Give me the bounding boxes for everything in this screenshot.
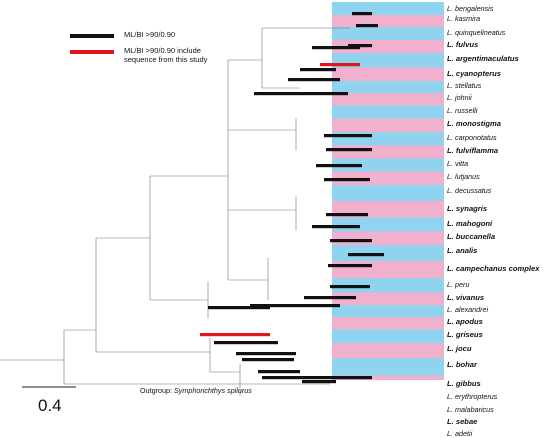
- support-bar: [328, 264, 372, 268]
- support-bar: [236, 352, 296, 356]
- taxon-label: L. griseus: [447, 330, 483, 339]
- taxon-label: L. buccanella: [447, 232, 496, 241]
- support-bar: [348, 253, 384, 257]
- taxon-label: L. bohar: [447, 360, 477, 369]
- phylogenetic-tree-figure: [0, 2, 444, 396]
- taxon-label: L. monostigma: [447, 119, 502, 128]
- taxon-label: L. cyanopterus: [447, 69, 502, 78]
- taxon-label: L. johnii: [447, 93, 472, 102]
- support-bar: [316, 164, 362, 168]
- taxon-label: L. stellatus: [447, 81, 482, 90]
- clade-band: [332, 217, 444, 232]
- taxon-label: L. peru: [447, 280, 470, 289]
- clade-band: [332, 358, 444, 376]
- support-bar: [304, 296, 356, 300]
- taxon-label: L. mahogoni: [447, 219, 493, 228]
- clade-band: [332, 292, 444, 305]
- taxon-label: L. sebae: [447, 417, 478, 426]
- outgroup-prefix: Outgroup:: [140, 386, 172, 395]
- legend-red-label: ML/BI >90/0.90 include sequence from thi…: [124, 46, 208, 64]
- support-bar: [262, 376, 372, 380]
- support-bar: [348, 44, 372, 48]
- taxon-label: L. synagris: [447, 204, 488, 213]
- taxon-label: L. malabaricus: [447, 405, 494, 414]
- clade-band: [332, 15, 444, 27]
- outgroup-name: Symphorichthys spilurus: [173, 386, 252, 395]
- support-bar: [300, 68, 336, 72]
- taxon-label: L. vitta: [447, 159, 469, 168]
- support-bar: [324, 178, 370, 182]
- support-bar: [324, 134, 372, 138]
- taxon-label: L. quinquelineatus: [447, 28, 506, 37]
- support-bar: [330, 285, 370, 289]
- taxon-label: L. alexandrei: [447, 305, 489, 314]
- clade-band: [332, 145, 444, 159]
- clade-band: [332, 93, 444, 106]
- support-bars: [200, 12, 384, 384]
- support-bar: [250, 304, 340, 308]
- taxon-label: L. decussatus: [447, 186, 492, 195]
- taxon-label: L. campechanus complex: [447, 264, 540, 273]
- taxon-label: L. carponotatus: [447, 133, 497, 142]
- clade-band: [332, 27, 444, 40]
- clade-band: [332, 278, 444, 293]
- clade-band: [332, 40, 444, 53]
- clade-band: [332, 171, 444, 185]
- support-bar: [214, 341, 278, 345]
- support-bar: [320, 63, 360, 67]
- support-bar: [242, 358, 294, 362]
- support-bar: [356, 24, 378, 28]
- taxon-label: L. jocu: [447, 344, 472, 353]
- taxon-label: L. lutjanus: [447, 172, 480, 181]
- clade-color-bands: [332, 2, 444, 380]
- taxon-label: L. fulvus: [447, 40, 479, 49]
- clade-band: [332, 231, 444, 245]
- support-bar: [352, 12, 372, 16]
- taxon-label: L. fulviflamma: [447, 146, 499, 155]
- clade-band: [332, 329, 444, 343]
- support-bar: [208, 306, 270, 310]
- scale-bar-label: 0.4: [38, 396, 62, 415]
- taxon-label: L. analis: [447, 246, 478, 255]
- support-bar: [330, 239, 372, 243]
- support-bar: [258, 370, 300, 374]
- taxon-label: L. argentimaculatus: [447, 54, 519, 63]
- legend-red-entry: ML/BI >90/0.90 include sequence from thi…: [70, 46, 234, 64]
- clade-band: [332, 317, 444, 330]
- taxon-label: L. vivanus: [447, 293, 485, 302]
- support-bar: [312, 46, 360, 50]
- tree-branches: [0, 27, 350, 396]
- outgroup-label: Outgroup: Symphorichthys spilurus: [140, 386, 252, 395]
- support-bar: [312, 225, 360, 229]
- clade-band: [332, 245, 444, 261]
- legend-black-label: ML/BI >90/0.90: [124, 30, 176, 39]
- support-bar: [302, 380, 336, 384]
- taxon-label: L. erythropterus: [447, 392, 498, 401]
- clade-band: [332, 343, 444, 358]
- taxon-label: L. russelli: [447, 106, 478, 115]
- clade-band: [332, 81, 444, 93]
- clade-band: [332, 305, 444, 317]
- clade-band: [332, 375, 444, 380]
- taxon-label: L. apodus: [447, 317, 483, 326]
- taxon-label: L. gibbus: [447, 379, 481, 388]
- clade-band: [332, 185, 444, 201]
- clade-band: [332, 105, 444, 119]
- support-bar: [288, 78, 340, 82]
- legend-black-entry: ML/BI >90/0.90: [70, 30, 175, 39]
- support-bar: [254, 92, 348, 96]
- clade-band: [332, 261, 444, 278]
- taxon-label: L. kasmira: [447, 14, 481, 23]
- clade-band: [332, 158, 444, 172]
- clade-band: [332, 2, 444, 15]
- clade-band: [332, 67, 444, 81]
- support-bar: [326, 148, 372, 152]
- support-bar: [326, 213, 368, 217]
- legend-black-swatch: [70, 34, 114, 38]
- legend-red-swatch: [70, 50, 114, 54]
- support-bar: [200, 333, 270, 337]
- clade-band: [332, 118, 444, 132]
- taxon-label: L. adetii: [447, 429, 473, 438]
- taxon-label: L. bengalensis: [447, 4, 494, 13]
